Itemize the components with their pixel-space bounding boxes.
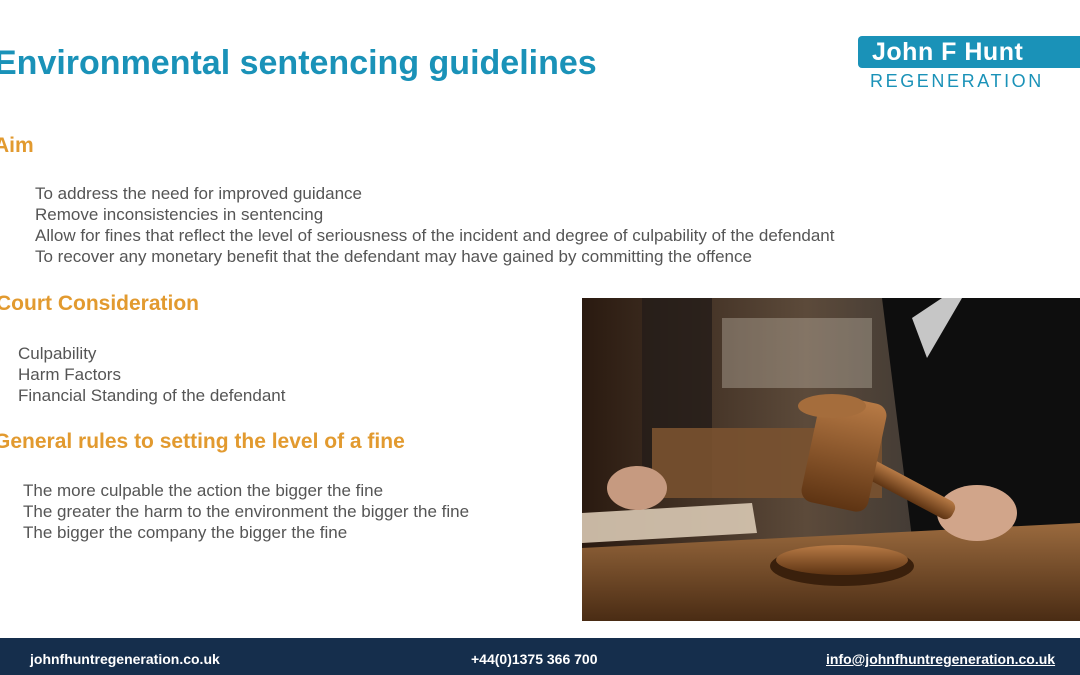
list-item: Financial Standing of the defendant (18, 386, 286, 405)
list-item: Culpability (18, 344, 97, 363)
list-item: Harm Factors (18, 365, 121, 384)
logo-subtitle: REGENERATION (870, 71, 1044, 91)
footer-phone: +44(0)1375 366 700 (471, 651, 598, 667)
court-consideration-list: Culpability Harm Factors Financial Stand… (18, 343, 285, 406)
aim-heading: Aim (0, 134, 34, 157)
list-item: The greater the harm to the environment … (23, 502, 470, 521)
company-logo: John F Hunt REGENERATION (858, 36, 1080, 92)
footer-bar: johnfhuntregeneration.co.uk +44(0)1375 3… (0, 638, 1080, 675)
court-consideration-heading: Court Consideration (0, 292, 199, 315)
footer-email[interactable]: info@johnfhuntregeneration.co.uk (826, 651, 1056, 667)
general-rules-heading: General rules to setting the level of a … (0, 430, 405, 453)
general-rules-list: The more culpable the action the bigger … (23, 480, 469, 543)
list-item: The bigger the company the bigger the fi… (23, 523, 348, 542)
list-item: Remove inconsistencies in sentencing (35, 205, 324, 224)
aim-list: To address the need for improved guidanc… (35, 183, 835, 267)
list-item: To recover any monetary benefit that the… (35, 247, 752, 266)
list-item: The more culpable the action the bigger … (23, 481, 384, 500)
gavel-illustration (582, 298, 1080, 621)
logo-name: John F Hunt (858, 36, 1080, 68)
gavel-photo (582, 298, 1080, 621)
slide-title: Environmental sentencing guidelines (0, 44, 597, 82)
footer-website[interactable]: johnfhuntregeneration.co.uk (30, 651, 220, 667)
list-item: Allow for fines that reflect the level o… (35, 226, 835, 245)
list-item: To address the need for improved guidanc… (35, 184, 362, 203)
